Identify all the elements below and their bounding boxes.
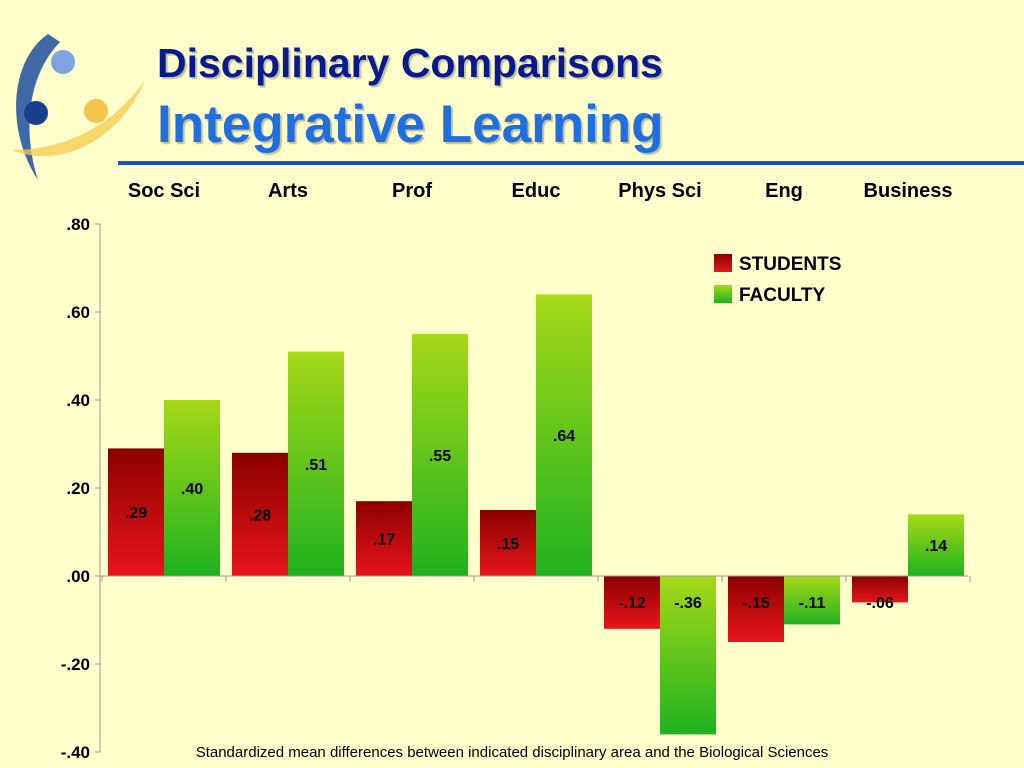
students-value-label: .17 [373, 532, 395, 549]
students-value-label: -.15 [742, 595, 770, 612]
students-bar [852, 576, 908, 603]
logo-graphic [12, 34, 145, 180]
faculty-bar [536, 294, 592, 576]
logo-arc-icon [16, 34, 61, 180]
faculty-bar [412, 334, 468, 576]
logo-dot-dark-icon [24, 101, 48, 125]
legend-students-swatch [714, 254, 732, 272]
faculty-value-label: -.11 [799, 595, 826, 612]
faculty-bar [908, 514, 964, 576]
title-divider [118, 161, 1024, 165]
faculty-bar [784, 576, 840, 625]
faculty-bar [164, 400, 220, 576]
y-tick-label: -.40 [61, 743, 90, 762]
students-bar [728, 576, 784, 642]
y-tick-label: .40 [66, 391, 90, 410]
students-value-label: -.06 [866, 595, 894, 612]
logo-swoosh-icon [12, 80, 145, 157]
faculty-value-label: .14 [925, 538, 947, 555]
y-tick-label: .20 [66, 479, 90, 498]
y-tick-label: .80 [66, 215, 90, 234]
y-tick-label: .00 [66, 567, 90, 586]
students-value-label: .15 [497, 536, 519, 553]
category-label: Business [864, 180, 953, 202]
students-value-label: .28 [249, 507, 271, 524]
category-label: Eng [765, 180, 803, 202]
students-bar [232, 452, 288, 576]
labels-layer: Soc Sci .29 .40 Arts .28 .51 Prof .17 .55 Educ .15… [61, 180, 953, 762]
students-bar [480, 510, 536, 576]
logo-dot-light-icon [51, 50, 75, 74]
category-label: Phys Sci [618, 180, 701, 202]
bars-layer [108, 294, 964, 735]
slide-title: Disciplinary Comparisons [157, 40, 663, 86]
category-label: Educ [512, 180, 561, 202]
logo-dot-yellow-icon [84, 99, 108, 123]
y-tick-label: .60 [66, 303, 90, 322]
faculty-value-label: .51 [305, 457, 327, 474]
students-bar [356, 501, 412, 576]
category-label: Prof [392, 180, 432, 202]
students-bar [604, 576, 660, 629]
faculty-value-label: -.36 [674, 595, 702, 612]
legend-students-label: STUDENTS [739, 254, 841, 275]
category-label: Arts [268, 180, 308, 202]
students-bar [108, 448, 164, 576]
y-tick-label: -.20 [61, 655, 90, 674]
legend-faculty-label: FACULTY [739, 285, 826, 306]
students-value-label: .29 [125, 505, 147, 522]
faculty-value-label: .64 [553, 428, 575, 445]
faculty-bar [288, 351, 344, 576]
slide-subtitle: Integrative Learning [157, 95, 664, 154]
students-value-label: -.12 [618, 595, 646, 612]
legend: STUDENTS FACULTY [714, 254, 841, 306]
faculty-bar [660, 576, 716, 735]
faculty-value-label: .55 [429, 448, 451, 465]
legend-faculty-swatch [714, 285, 732, 303]
chart-footnote: Standardized mean differences between in… [195, 744, 829, 761]
faculty-value-label: .40 [181, 481, 203, 498]
category-label: Soc Sci [128, 180, 200, 202]
axes-layer [95, 223, 971, 753]
